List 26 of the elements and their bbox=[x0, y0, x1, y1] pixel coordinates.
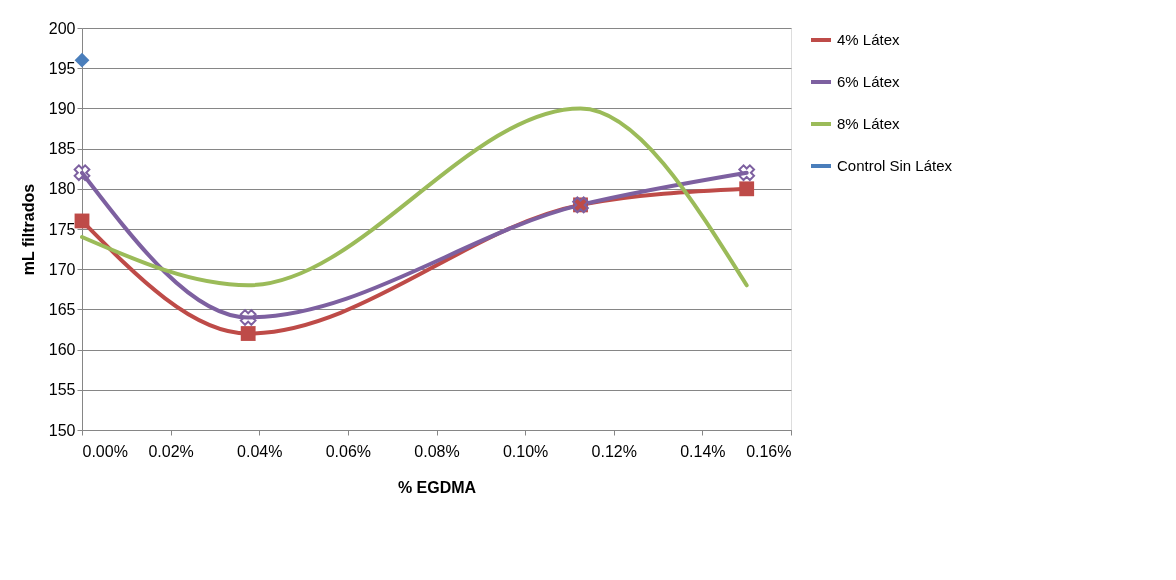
x-tick-label: 0.04% bbox=[237, 442, 283, 460]
y-tick-label: 170 bbox=[48, 260, 76, 278]
legend-label: 6% Látex bbox=[837, 73, 901, 90]
legend-label: 8% Látex bbox=[837, 115, 901, 132]
y-tick-label: 160 bbox=[48, 341, 76, 359]
y-tick-label: 195 bbox=[48, 59, 76, 77]
y-tick-label: 150 bbox=[48, 421, 76, 439]
x-tick-label: 0.00% bbox=[82, 442, 128, 460]
legend-label: 4% Látex bbox=[837, 31, 901, 48]
y-tick-label: 175 bbox=[48, 220, 76, 238]
x-tick-label: 0.10% bbox=[502, 442, 549, 460]
y-tick-label: 200 bbox=[48, 19, 76, 37]
y-tick-label: 185 bbox=[48, 140, 76, 158]
x-tick-label: 0.12% bbox=[591, 442, 637, 460]
y-axis-title: mL filtrados bbox=[19, 183, 37, 276]
y-tick-label: 165 bbox=[48, 300, 76, 318]
x-tick-label: 0.08% bbox=[414, 442, 460, 460]
legend-label: Control Sin Látex bbox=[837, 157, 953, 174]
x-tick-label: 0.06% bbox=[325, 442, 372, 460]
x-tick-label: 0.02% bbox=[148, 442, 194, 460]
y-tick-label: 155 bbox=[48, 381, 76, 399]
y-tick-label: 190 bbox=[48, 99, 76, 117]
x-tick-label: 0.16% bbox=[746, 442, 792, 460]
x-tick-label: 0.14% bbox=[680, 442, 726, 460]
y-tick-label: 180 bbox=[48, 180, 76, 198]
x-axis-title: % EGDMA bbox=[397, 478, 477, 496]
